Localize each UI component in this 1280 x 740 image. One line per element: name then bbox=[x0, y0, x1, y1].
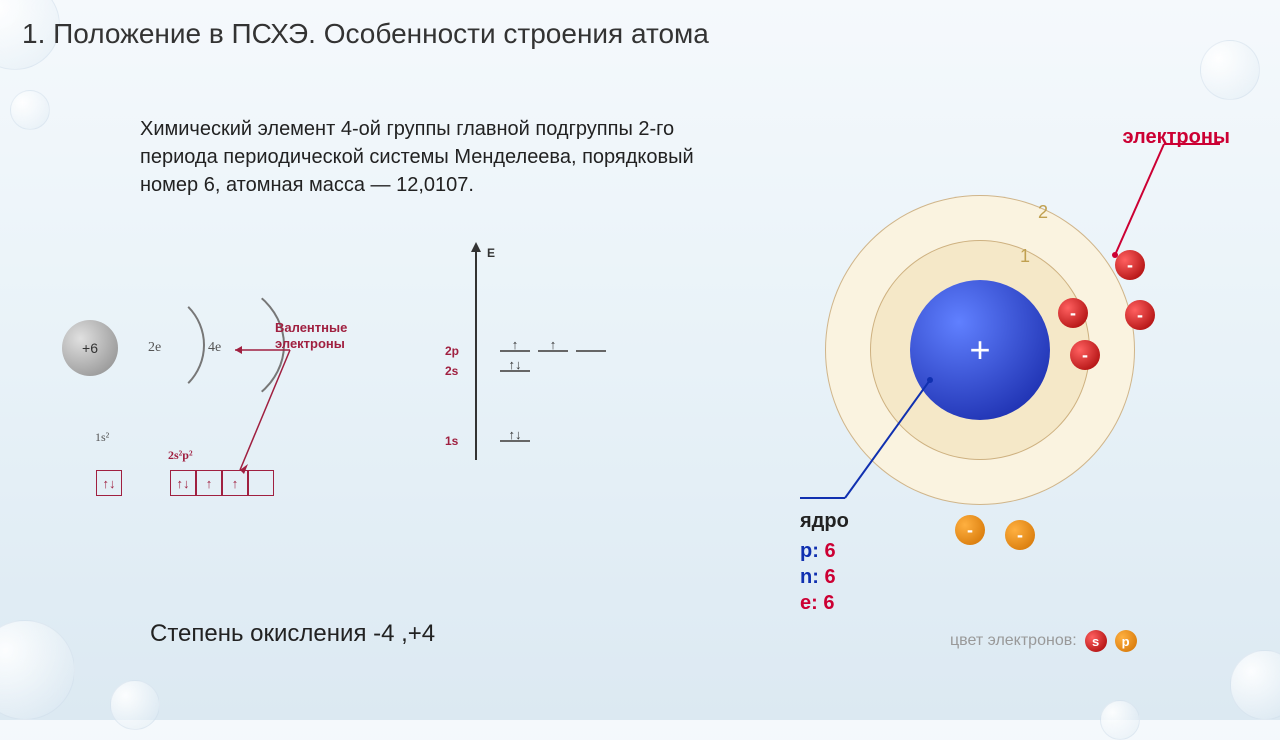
oxidation-text: Степень окисления -4 ,+4 bbox=[150, 620, 435, 648]
electron: - bbox=[1058, 298, 1088, 328]
shell-num-1: 1 bbox=[1020, 246, 1030, 267]
energy-axis bbox=[475, 250, 477, 460]
proton-row: p: 6 bbox=[800, 540, 836, 563]
energy-axis-label: E bbox=[487, 246, 495, 260]
valence-arrows bbox=[220, 340, 320, 480]
bubble bbox=[110, 680, 160, 730]
shell-1-label: 2e bbox=[148, 340, 161, 356]
electron: - bbox=[1125, 300, 1155, 330]
level-2s-label: 2s bbox=[445, 364, 458, 378]
slide-title: 1. Положение в ПСХЭ. Особенности строени… bbox=[22, 18, 709, 50]
electron-row: e: 6 bbox=[800, 592, 834, 615]
neutron-row: n: 6 bbox=[800, 566, 836, 589]
orb-2p-3 bbox=[576, 350, 606, 352]
orbital-2s bbox=[170, 470, 196, 496]
shell-num-2: 2 bbox=[1038, 202, 1048, 223]
bubble bbox=[10, 90, 50, 130]
electron-color-legend: цвет электронов: s p bbox=[950, 630, 1137, 652]
energy-diagram: E 2p ↑ ↑ 2s ↑↓ 1s ↑↓ bbox=[420, 250, 620, 500]
electron-config-diagram: +6 2e 4e Валентные электроны 1s² 2s²p² bbox=[40, 280, 440, 500]
nucleus-label: ядро bbox=[800, 510, 849, 533]
orbital-2p2 bbox=[222, 470, 248, 496]
description-text: Химический элемент 4-ой группы главной п… bbox=[140, 115, 700, 199]
electron: - bbox=[1005, 520, 1035, 550]
orb-2s: ↑↓ bbox=[500, 370, 530, 372]
bubble bbox=[0, 620, 75, 720]
orbital-1s bbox=[96, 470, 122, 496]
config-1s: 1s² bbox=[95, 430, 109, 445]
orbital-2p1 bbox=[196, 470, 222, 496]
electrons-label: электроны bbox=[1122, 126, 1230, 149]
level-2p-label: 2p bbox=[445, 344, 459, 358]
atom-model: 2 1 + - - - - - - электроны ядро p: 6 n:… bbox=[780, 140, 1220, 640]
electron: - bbox=[1070, 340, 1100, 370]
orb-1s: ↑↓ bbox=[500, 440, 530, 442]
electrons-callout-line bbox=[1060, 130, 1210, 270]
orb-2p-2: ↑ bbox=[538, 350, 568, 352]
legend-s-icon: s bbox=[1085, 630, 1107, 652]
legend-label: цвет электронов: bbox=[950, 632, 1077, 650]
nucleus-callout-line bbox=[810, 370, 960, 510]
electron: - bbox=[955, 515, 985, 545]
bubble bbox=[1230, 650, 1280, 720]
orb-2p-1: ↑ bbox=[500, 350, 530, 352]
legend-p-icon: p bbox=[1115, 630, 1137, 652]
config-2s2p: 2s²p² bbox=[168, 448, 193, 463]
level-1s-label: 1s bbox=[445, 434, 458, 448]
bubble bbox=[1200, 40, 1260, 100]
bubble bbox=[1100, 700, 1140, 740]
orbital-2p3 bbox=[248, 470, 274, 496]
